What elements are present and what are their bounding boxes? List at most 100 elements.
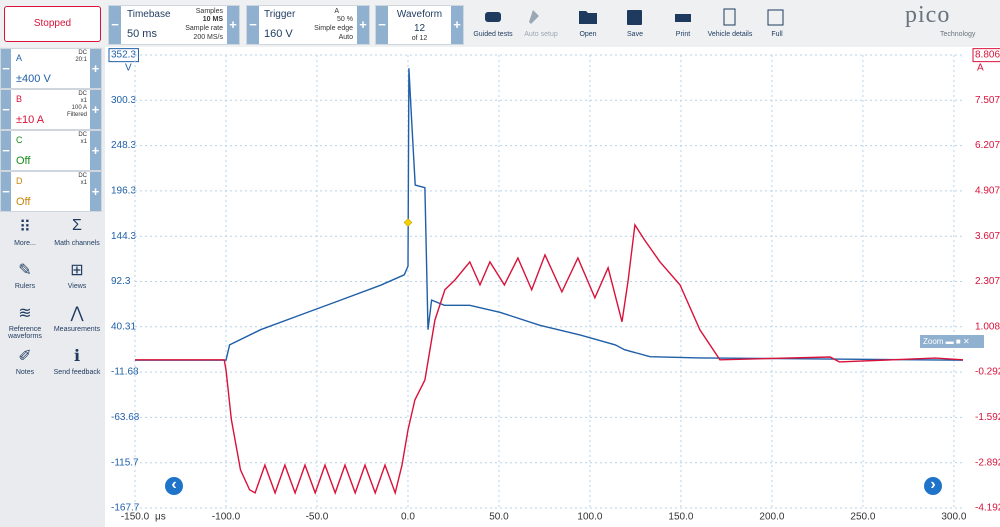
button[interactable]: Auto setup	[524, 31, 558, 38]
channel-range: Off	[16, 196, 31, 208]
y-axis-box	[108, 48, 139, 63]
nav-button[interactable]: ›	[924, 476, 942, 495]
y2-tick-label: 6.207	[975, 140, 1000, 151]
nav-arrow: ›	[930, 476, 935, 493]
y2-axis-box	[972, 48, 1000, 63]
minus: −	[1, 131, 11, 170]
status[interactable]: Stopped	[4, 6, 101, 42]
channel-name: A	[16, 53, 23, 63]
percent: 50 %	[337, 16, 353, 23]
icon	[579, 11, 597, 24]
minus: −	[1, 49, 11, 88]
button[interactable]: Save	[627, 31, 643, 38]
zoom-panel[interactable]: Zoom ▬ ■ ✕	[920, 335, 984, 348]
y-tick-label: 300.3	[111, 95, 136, 106]
x-tick-label: 250.0	[850, 512, 875, 523]
y2-unit: A	[977, 63, 984, 74]
total: of 12	[411, 35, 428, 42]
y-tick-label: 92.3	[111, 276, 131, 287]
trigger-panel: − + Trigger 160 V A 50 % Simple edge Aut…	[246, 5, 370, 45]
plus: +	[90, 131, 101, 170]
y-tick-label: 248.3	[111, 140, 136, 151]
icon	[485, 12, 501, 22]
toolbar: Stopped − + Timebase 50 ms Samples 10 MS…	[0, 0, 1000, 47]
waveform-panel: − + Waveform 12 of 12	[375, 5, 464, 45]
plus[interactable]: +	[451, 6, 463, 44]
plus: +	[90, 90, 101, 129]
button[interactable]: Full	[771, 31, 783, 38]
x-tick-label: -150.0	[121, 512, 150, 523]
icon	[723, 8, 736, 26]
x-tick-label: 200.0	[759, 512, 784, 523]
tool-label: Notes	[15, 369, 35, 376]
y2-tick-label: -4.192	[975, 503, 1000, 514]
channel-card[interactable]: − + D DC x1 Off	[0, 171, 102, 212]
x-tick-label: 0.0	[401, 512, 415, 523]
y2-tick-label: 8.806	[975, 50, 1000, 61]
x-unit: μs	[155, 512, 166, 523]
x-tick-label: 300.0	[941, 512, 966, 523]
channel-info: Filtered	[66, 112, 87, 118]
mode: Simple edge	[314, 25, 353, 32]
index: 12	[413, 23, 426, 34]
logo-sub: Technology	[940, 31, 976, 38]
plus[interactable]: +	[227, 6, 239, 44]
label: Trigger	[264, 9, 296, 20]
x-tick-label: 100.0	[577, 512, 602, 523]
y2-tick-label: -1.592	[975, 412, 1000, 423]
minus[interactable]: −	[109, 6, 121, 44]
label: Sample rate	[185, 25, 223, 32]
y2-tick-label: 3.607	[975, 231, 1000, 242]
x-tick-label: -100.0	[212, 512, 241, 523]
button[interactable]: Vehicle details	[707, 31, 753, 38]
y-tick-label: 196.3	[111, 186, 136, 197]
icon	[627, 10, 642, 25]
icon	[767, 9, 784, 26]
channel-info: 20:1	[75, 57, 87, 63]
tool-icon: Σ	[72, 217, 82, 234]
channel-range: Off	[16, 155, 31, 167]
y-tick-label: -115.7	[111, 457, 139, 468]
tool-icon: ≋	[18, 305, 32, 322]
channel-info: x1	[80, 139, 87, 145]
minus[interactable]: −	[247, 6, 259, 44]
y2-tick-label: 7.507	[975, 95, 1000, 106]
timebase-panel: − + Timebase 50 ms Samples 10 MS Sample …	[108, 5, 240, 45]
button[interactable]: Open	[579, 31, 597, 38]
tool-label: Rulers	[14, 283, 36, 290]
toolbar-icons	[485, 8, 784, 26]
plus: +	[90, 172, 101, 211]
plus[interactable]: +	[357, 6, 369, 44]
label: Waveform	[396, 9, 443, 20]
value: 200 MS/s	[193, 34, 223, 41]
channel-info: x1	[80, 98, 87, 104]
channel-info: DC	[78, 91, 87, 97]
nav-circle	[165, 477, 183, 495]
minus[interactable]: −	[376, 6, 388, 44]
channel-info: DC	[78, 50, 87, 56]
button[interactable]: Guided tests	[473, 31, 513, 38]
tool-icon: ✐	[18, 348, 32, 365]
nav-arrow: ‹	[171, 476, 176, 493]
tool-label: Math channels	[54, 240, 100, 247]
y2-tick-label: 1.008	[975, 321, 1000, 332]
channel-card[interactable]: − + B DC x1 100 A Filtered ±10 A	[0, 89, 102, 130]
value[interactable]: 50 ms	[127, 28, 157, 40]
tool-icon: ✎	[18, 262, 32, 279]
channel-card[interactable]: − + A DC 20:1 ±400 V	[0, 48, 102, 89]
minus: −	[1, 172, 11, 211]
channel-range: ±400 V	[16, 73, 51, 85]
channel-name: C	[16, 135, 23, 145]
button[interactable]: Print	[675, 31, 691, 38]
y2-tick-label: -0.292	[975, 367, 1000, 378]
channel-name: D	[16, 176, 23, 186]
channel-card[interactable]: − + C DC x1 Off	[0, 130, 102, 171]
y-tick-label: 144.3	[111, 231, 136, 242]
channel-info: x1	[80, 180, 87, 186]
logo: pico	[905, 2, 951, 28]
value[interactable]: 160 V	[264, 28, 293, 40]
nav-button[interactable]: ‹	[165, 476, 183, 495]
channel-info: DC	[78, 173, 87, 179]
y2-tick-label: 4.907	[975, 186, 1000, 197]
zoom-label: Zoom	[923, 337, 944, 346]
